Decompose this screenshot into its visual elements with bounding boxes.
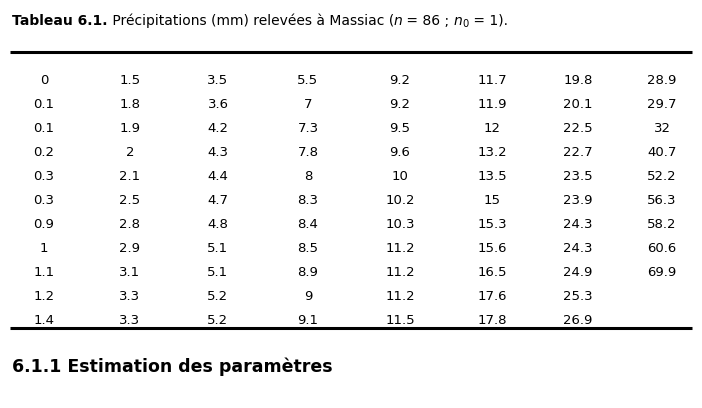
Text: 11.2: 11.2 <box>385 290 415 302</box>
Text: 28.9: 28.9 <box>647 73 677 86</box>
Text: 9.6: 9.6 <box>390 146 411 158</box>
Text: 9.5: 9.5 <box>390 122 411 135</box>
Text: 6.1.1 Estimation des paramètres: 6.1.1 Estimation des paramètres <box>12 358 333 377</box>
Text: 11.9: 11.9 <box>477 98 507 111</box>
Text: = 1).: = 1). <box>469 14 508 28</box>
Text: 3.3: 3.3 <box>119 290 140 302</box>
Text: 1.1: 1.1 <box>34 266 55 279</box>
Text: 2: 2 <box>126 146 134 158</box>
Text: 19.8: 19.8 <box>563 73 592 86</box>
Text: 1.4: 1.4 <box>34 313 55 326</box>
Text: 7: 7 <box>304 98 312 111</box>
Text: 8.5: 8.5 <box>298 242 319 255</box>
Text: 1.2: 1.2 <box>34 290 55 302</box>
Text: 0: 0 <box>40 73 48 86</box>
Text: 4.3: 4.3 <box>208 146 228 158</box>
Text: 0: 0 <box>463 19 469 29</box>
Text: 24.3: 24.3 <box>563 242 592 255</box>
Text: 2.9: 2.9 <box>119 242 140 255</box>
Text: 20.1: 20.1 <box>563 98 592 111</box>
Text: 11.2: 11.2 <box>385 242 415 255</box>
Text: Précipitations (mm) relevées à Massiac (: Précipitations (mm) relevées à Massiac ( <box>107 14 394 29</box>
Text: n: n <box>394 14 402 28</box>
Text: 5.5: 5.5 <box>298 73 319 86</box>
Text: 10.2: 10.2 <box>385 193 415 206</box>
Text: 4.2: 4.2 <box>208 122 228 135</box>
Text: 23.9: 23.9 <box>563 193 592 206</box>
Text: 11.7: 11.7 <box>477 73 507 86</box>
Text: 15.6: 15.6 <box>477 242 507 255</box>
Text: = 86 ;: = 86 ; <box>402 14 454 28</box>
Text: 1.5: 1.5 <box>119 73 140 86</box>
Text: n: n <box>454 14 463 28</box>
Text: 1: 1 <box>40 242 48 255</box>
Text: 13.2: 13.2 <box>477 146 507 158</box>
Text: 58.2: 58.2 <box>647 217 677 231</box>
Text: 12: 12 <box>484 122 501 135</box>
Text: 15: 15 <box>484 193 501 206</box>
Text: 60.6: 60.6 <box>647 242 677 255</box>
Text: 25.3: 25.3 <box>563 290 592 302</box>
Text: 2.5: 2.5 <box>119 193 140 206</box>
Text: 7.8: 7.8 <box>298 146 319 158</box>
Text: 8.3: 8.3 <box>298 193 319 206</box>
Text: 4.7: 4.7 <box>208 193 228 206</box>
Text: 3.1: 3.1 <box>119 266 140 279</box>
Text: 0.9: 0.9 <box>34 217 55 231</box>
Text: 0: 0 <box>463 19 469 29</box>
Text: 5.2: 5.2 <box>207 313 229 326</box>
Text: 23.5: 23.5 <box>563 169 592 182</box>
Text: 2.1: 2.1 <box>119 169 140 182</box>
Text: 9: 9 <box>304 290 312 302</box>
Text: 29.7: 29.7 <box>647 98 677 111</box>
Text: 0.3: 0.3 <box>34 193 55 206</box>
Text: 7.3: 7.3 <box>298 122 319 135</box>
Text: 8.9: 8.9 <box>298 266 319 279</box>
Text: 0.2: 0.2 <box>34 146 55 158</box>
Text: 69.9: 69.9 <box>647 266 677 279</box>
Text: 3.3: 3.3 <box>119 313 140 326</box>
Text: 32: 32 <box>654 122 670 135</box>
Text: 5.1: 5.1 <box>207 266 229 279</box>
Text: 1.8: 1.8 <box>119 98 140 111</box>
Text: 9.2: 9.2 <box>390 73 411 86</box>
Text: 16.5: 16.5 <box>477 266 507 279</box>
Text: 0.1: 0.1 <box>34 122 55 135</box>
Text: 1.9: 1.9 <box>119 122 140 135</box>
Text: 15.3: 15.3 <box>477 217 507 231</box>
Text: 4.4: 4.4 <box>208 169 228 182</box>
Text: 9.1: 9.1 <box>298 313 319 326</box>
Text: 0.3: 0.3 <box>34 169 55 182</box>
Text: 8: 8 <box>304 169 312 182</box>
Text: 0.1: 0.1 <box>34 98 55 111</box>
Text: 52.2: 52.2 <box>647 169 677 182</box>
Text: 10: 10 <box>392 169 409 182</box>
Text: 3.5: 3.5 <box>207 73 229 86</box>
Text: Tableau 6.1.: Tableau 6.1. <box>12 14 107 28</box>
Text: 10.3: 10.3 <box>385 217 415 231</box>
Text: 17.8: 17.8 <box>477 313 507 326</box>
Text: 9.2: 9.2 <box>390 98 411 111</box>
Text: 26.9: 26.9 <box>563 313 592 326</box>
Text: 22.7: 22.7 <box>563 146 592 158</box>
Text: 11.2: 11.2 <box>385 266 415 279</box>
Text: 5.2: 5.2 <box>207 290 229 302</box>
Text: 17.6: 17.6 <box>477 290 507 302</box>
Text: 40.7: 40.7 <box>647 146 677 158</box>
Text: 2.8: 2.8 <box>119 217 140 231</box>
Text: 24.3: 24.3 <box>563 217 592 231</box>
Text: 22.5: 22.5 <box>563 122 592 135</box>
Text: 5.1: 5.1 <box>207 242 229 255</box>
Text: 56.3: 56.3 <box>647 193 677 206</box>
Text: 8.4: 8.4 <box>298 217 319 231</box>
Text: 4.8: 4.8 <box>208 217 228 231</box>
Text: 11.5: 11.5 <box>385 313 415 326</box>
Text: 3.6: 3.6 <box>208 98 228 111</box>
Text: 24.9: 24.9 <box>563 266 592 279</box>
Text: 13.5: 13.5 <box>477 169 507 182</box>
